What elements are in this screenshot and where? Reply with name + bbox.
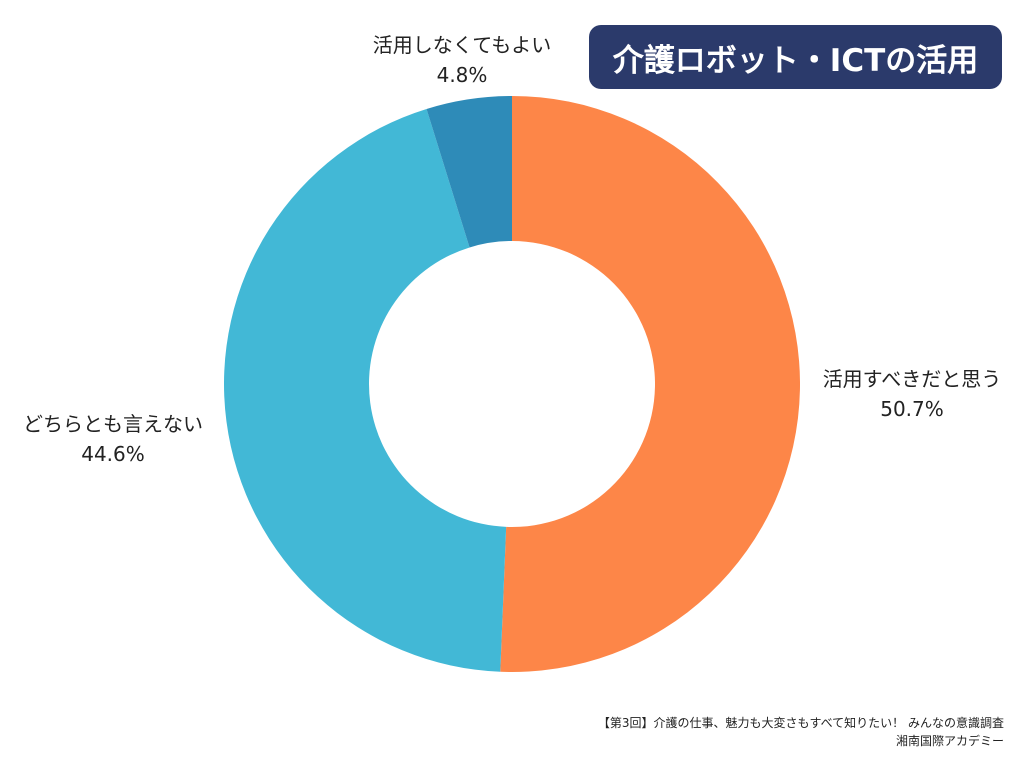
source-note: 【第3回】介護の仕事、魅力も大変さもすべて知りたい！ みんなの意識調査 湘南国際… (598, 714, 1004, 750)
slice-2 (223, 108, 507, 672)
chart-title: 介護ロボット・ICTの活用 (589, 25, 1002, 89)
slice-3 (426, 96, 512, 248)
slice-2-value: 44.6% (81, 442, 145, 466)
slice-labels: 活用すべきだと思う 50.7% どちらとも言えない 44.6% 活用しなくてもよい 4.8… (23, 33, 1001, 466)
slice-1 (500, 96, 801, 672)
source-line-1: 【第3回】介護の仕事、魅力も大変さもすべて知りたい！ みんなの意識調査 (597, 716, 1004, 730)
donut-slices (223, 96, 801, 672)
slice-2-label: どちらとも言えない (23, 412, 203, 436)
slice-1-label: 活用すべきだと思う (823, 367, 1002, 391)
slice-3-value: 4.8% (437, 63, 488, 87)
source-line-2: 湘南国際アカデミー (895, 734, 1004, 748)
slice-3-label: 活用しなくてもよい (373, 33, 551, 57)
slice-1-value: 50.7% (880, 397, 944, 421)
